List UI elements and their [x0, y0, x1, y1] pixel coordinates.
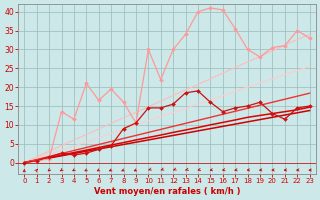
X-axis label: Vent moyen/en rafales ( km/h ): Vent moyen/en rafales ( km/h )	[94, 187, 240, 196]
